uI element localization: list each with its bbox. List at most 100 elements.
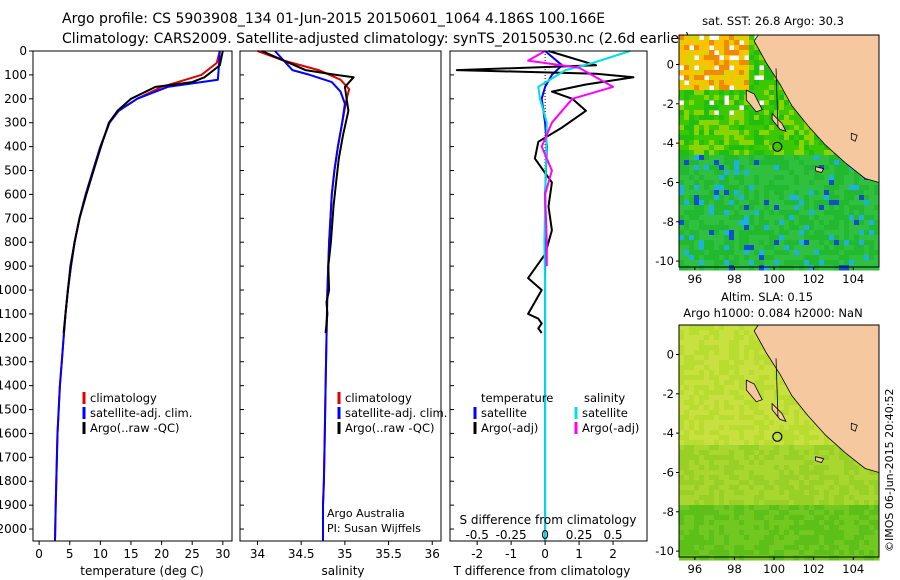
map-cell (874, 245, 880, 251)
map-cell (769, 225, 775, 231)
map-cell (684, 200, 690, 206)
map-cell (739, 385, 745, 391)
map-cell (779, 130, 785, 136)
map-cell (769, 70, 775, 76)
map-cell (854, 550, 860, 556)
map-cell (709, 410, 715, 416)
map-cell (764, 465, 770, 471)
map-cell (699, 105, 705, 111)
legend-label-satellite: satellite-adj. clim. (90, 406, 192, 420)
map-cell (749, 330, 755, 336)
map-cell (699, 155, 705, 161)
map-cell (799, 235, 805, 241)
map-cell (819, 225, 825, 231)
map-cell (749, 190, 755, 196)
map-cell (719, 480, 725, 486)
map-cell (724, 375, 730, 381)
map-cell (744, 360, 750, 366)
map-cell (709, 360, 715, 366)
map-cell (814, 555, 820, 561)
map-cell (694, 75, 700, 81)
map-cell (759, 145, 765, 151)
map-cell (814, 525, 820, 531)
map-cell (724, 260, 730, 266)
map-cell (769, 145, 775, 151)
map-cell (754, 235, 760, 241)
map-cell (839, 485, 845, 491)
map-cell (719, 405, 725, 411)
map-cell (824, 265, 830, 271)
map-cell (689, 260, 695, 266)
map-cell (734, 150, 740, 156)
map-cell (714, 255, 720, 261)
map-cell (739, 145, 745, 151)
map-cell (709, 495, 715, 501)
map-cell (814, 150, 820, 156)
map-cell (764, 115, 770, 121)
map-cell (689, 420, 695, 426)
map-cell (749, 535, 755, 541)
map-cell (709, 215, 715, 221)
map-cell (699, 55, 705, 61)
map-cell (729, 140, 735, 146)
x-tick-label: 102 (803, 272, 825, 286)
map-cell (684, 540, 690, 546)
map-cell (779, 505, 785, 511)
map-cell (759, 450, 765, 456)
map-cell (849, 185, 855, 191)
map-cell (704, 355, 710, 361)
map-cell (789, 510, 795, 516)
map-cell (704, 490, 710, 496)
map-cell (819, 470, 825, 476)
map-cell (739, 120, 745, 126)
map-cell (729, 215, 735, 221)
map-cell (809, 525, 815, 531)
map-cell (749, 415, 755, 421)
x-tick-label: 100 (763, 562, 785, 576)
map-cell (784, 520, 790, 526)
map-cell (789, 515, 795, 521)
map-cell (829, 465, 835, 471)
map-cell (789, 425, 795, 431)
map-cell (709, 220, 715, 226)
map-cell (724, 420, 730, 426)
map-cell (764, 130, 770, 136)
map-cell (694, 425, 700, 431)
map-cell (794, 530, 800, 536)
map-cell (689, 500, 695, 506)
map-cell (759, 510, 765, 516)
map-cell (799, 525, 805, 531)
map-cell (819, 165, 825, 171)
map-cell (749, 495, 755, 501)
map-cell (724, 175, 730, 181)
map-cell (824, 515, 830, 521)
map-cell (779, 450, 785, 456)
map-cell (749, 410, 755, 416)
map-cell (714, 380, 720, 386)
map-cell (739, 170, 745, 176)
map-cell (679, 435, 685, 441)
map-cell (764, 265, 770, 271)
map-cell (739, 220, 745, 226)
map-cell (709, 375, 715, 381)
map-cell (714, 195, 720, 201)
map-cell (699, 425, 705, 431)
map-cell (779, 150, 785, 156)
map-cell (684, 330, 690, 336)
map-cell (839, 205, 845, 211)
map-cell (734, 110, 740, 116)
map-cell (779, 395, 785, 401)
map-cell (704, 510, 710, 516)
map-cell (819, 215, 825, 221)
map-cell (694, 35, 700, 41)
map-cell (809, 255, 815, 261)
map-cell (799, 450, 805, 456)
map-cell (774, 400, 780, 406)
map-cell (764, 525, 770, 531)
map-cell (679, 165, 685, 171)
map-cell (759, 250, 765, 256)
map-cell (739, 375, 745, 381)
y-tick-label: 300 (4, 116, 27, 130)
map-cell (729, 490, 735, 496)
map-cell (799, 255, 805, 261)
